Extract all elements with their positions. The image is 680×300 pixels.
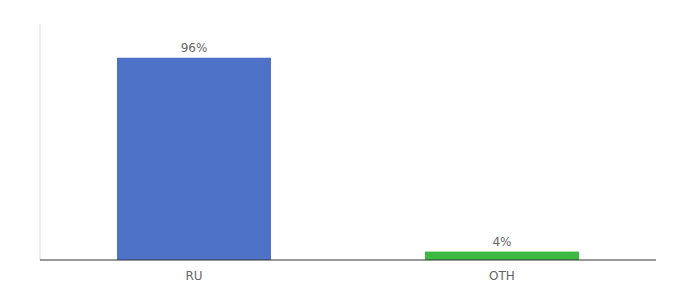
x-axis-line <box>40 260 656 261</box>
x-tick-label: RU <box>185 269 202 283</box>
data-label: 96% <box>181 41 208 55</box>
bar <box>425 252 579 260</box>
bar <box>117 58 271 260</box>
data-label: 4% <box>492 235 511 249</box>
y-axis-line <box>40 24 41 260</box>
chart-container: 96% RU 4% OTH <box>0 0 680 300</box>
x-tick-label: OTH <box>489 269 515 283</box>
bars <box>117 58 579 260</box>
chart-svg: 96% RU 4% OTH <box>0 0 680 300</box>
